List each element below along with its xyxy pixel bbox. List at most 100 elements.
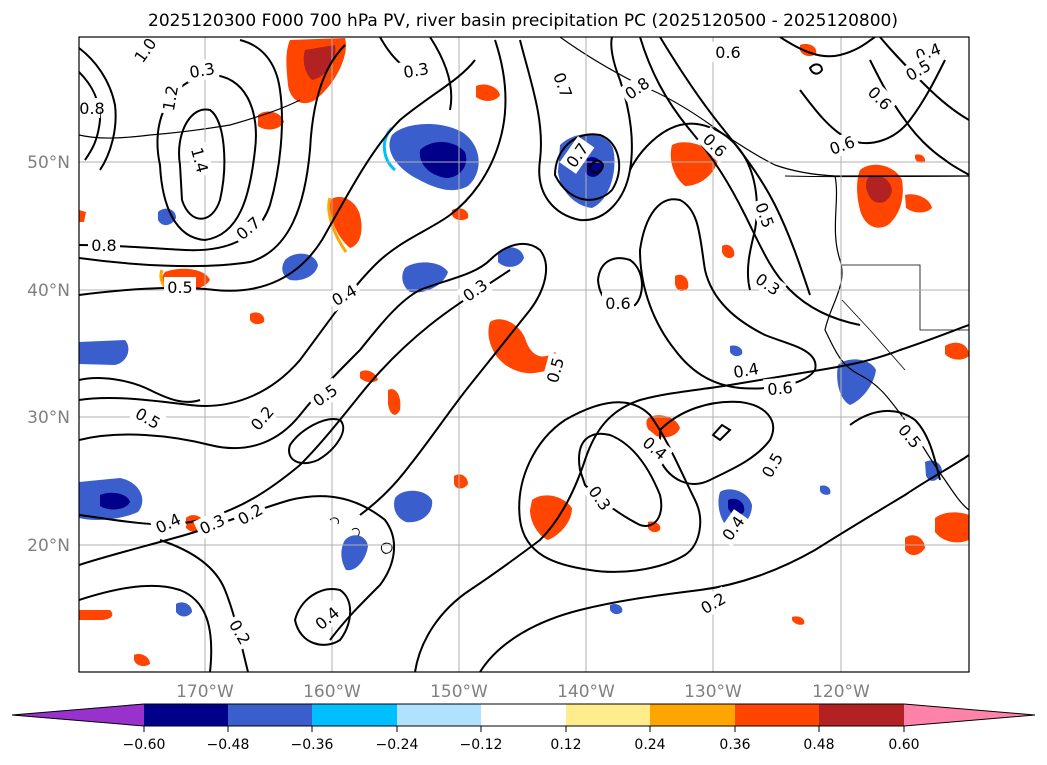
latitude-tick-labels: 50°N 40°N 30°N 20°N [27, 153, 70, 556]
colorbar-segment [650, 704, 735, 726]
contour-line [79, 44, 346, 268]
us-canada-border [784, 175, 969, 178]
colorbar-segment [144, 704, 228, 726]
blob-blue [158, 208, 176, 226]
north-america-coast [824, 175, 969, 511]
contour-line [588, 159, 605, 174]
lat-tick-label: 40°N [27, 281, 70, 301]
contour-line [869, 59, 969, 176]
colorbar-tick-label: 0.24 [634, 737, 665, 753]
colorbar-extend-min [12, 704, 144, 726]
map-title: 2025120300 F000 700 hPa PV, river basin … [148, 11, 898, 31]
lon-tick-label: 120°W [812, 682, 870, 702]
blob-blue [610, 603, 623, 615]
colorbar-tick-label: −0.48 [207, 737, 250, 753]
blob-red [330, 196, 362, 248]
blob-blue [925, 460, 942, 481]
contour-line [659, 400, 775, 485]
contour-label: 0.4 [732, 359, 760, 382]
blob-red [488, 319, 558, 374]
colorbar-tick-label: −0.36 [291, 737, 334, 753]
contour-line [429, 37, 453, 111]
alaska-coast [559, 37, 969, 177]
contour-label: 0.5 [167, 278, 192, 297]
blob-red [675, 274, 689, 291]
lon-tick-label: 170°W [176, 682, 234, 702]
contour-line [79, 377, 201, 403]
blob-blue [394, 490, 433, 523]
blob-red [945, 342, 969, 360]
colorbar-extend-max [904, 704, 1035, 726]
lon-tick-label: 130°W [684, 682, 742, 702]
colorbar-tick-label: 0.60 [888, 737, 919, 753]
contour-line [553, 133, 621, 201]
colorbar-segment [819, 704, 904, 726]
blob-darkblue [419, 141, 467, 178]
colorbar-segment [312, 704, 397, 726]
blob-darkred [303, 45, 336, 80]
contour-line [79, 47, 117, 171]
colorbar-tick-label: −0.12 [460, 737, 503, 753]
blob-blue [79, 340, 129, 365]
contour-line [288, 418, 345, 465]
blob-darkblue [100, 492, 130, 510]
colorbar-segment [397, 704, 481, 726]
lon-tick-label: 150°W [430, 682, 488, 702]
contour-line [808, 63, 824, 75]
blob-red [258, 111, 284, 130]
contour-line [79, 39, 283, 252]
contour-line [849, 409, 941, 481]
lon-tick-label: 160°W [303, 682, 361, 702]
blob-blue [820, 485, 831, 495]
pv-contours [79, 37, 969, 672]
map-frame [78, 36, 970, 673]
contour-line [79, 242, 548, 516]
blob-red [792, 616, 805, 625]
blob-blue [176, 602, 192, 617]
blob-red [935, 512, 969, 543]
contour-line [578, 432, 663, 527]
colorbar-segment [566, 704, 650, 726]
contour-line [79, 584, 213, 672]
colorbar-segment [228, 704, 312, 726]
contour-label: 0.6 [715, 43, 740, 62]
contour-line [638, 198, 817, 390]
contour-line [519, 37, 633, 222]
colorbar-tick-label: −0.60 [123, 737, 166, 753]
blob-red [134, 654, 150, 667]
colorbar-segment [735, 704, 819, 726]
colorbar-tick-label: −0.24 [376, 737, 419, 753]
contour-line [79, 495, 396, 641]
blob-red [388, 389, 401, 415]
blob-darkblue [728, 498, 745, 515]
contour-line [779, 37, 876, 58]
lat-tick-label: 20°N [27, 536, 70, 556]
contour-label: 0.3 [402, 59, 430, 82]
map-area: 1.0 1.2 1.4 0.8 0.7 0.8 0.5 0.4 0.3 0.5 … [79, 37, 969, 672]
blob-red [915, 154, 926, 163]
blob-red [722, 244, 735, 259]
contour-line [639, 37, 861, 326]
contour-label: 1.2 [159, 84, 182, 112]
blob-red [530, 495, 572, 540]
contour-label: 0.8 [91, 236, 116, 255]
contour-line [79, 71, 102, 161]
contour-label: 0.3 [188, 59, 216, 82]
contour-line [293, 588, 352, 646]
contour-line [414, 324, 969, 672]
blob-red [79, 610, 113, 620]
precipitation-shading [79, 38, 969, 667]
colorbar-tick-label: 0.12 [550, 737, 581, 753]
contour-line [629, 122, 758, 291]
blob-red [79, 210, 86, 222]
contour-line [711, 423, 732, 442]
lat-tick-label: 50°N [27, 153, 70, 173]
blob-red [670, 142, 718, 186]
coastlines [79, 37, 969, 554]
longitude-tick-labels: 170°W 160°W 150°W 140°W 130°W 120°W [176, 682, 870, 702]
contour-label: 0.6 [767, 378, 794, 399]
colorbar: −0.60 −0.48 −0.36 −0.24 −0.12 0.12 0.24 … [11, 703, 1036, 753]
contour-line [178, 108, 226, 220]
blob-blue [837, 359, 876, 405]
